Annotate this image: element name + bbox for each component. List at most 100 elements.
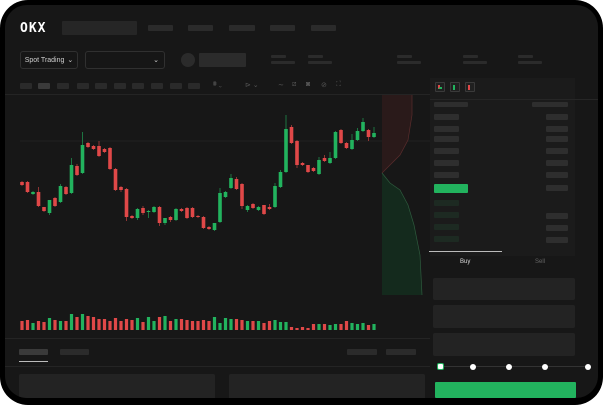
volume-bar	[212, 317, 217, 330]
nav-item[interactable]	[188, 25, 213, 31]
candle-body	[25, 182, 30, 192]
volume-bar	[229, 319, 233, 330]
indicator-icon[interactable]: ⩩ ⌄	[213, 81, 222, 88]
candle	[306, 165, 310, 173]
buy-button[interactable]	[435, 382, 576, 398]
candle	[229, 174, 233, 189]
candle	[284, 115, 288, 173]
slider-mark-50[interactable]	[506, 364, 512, 370]
orderbook-header-amount	[532, 102, 568, 107]
timeframe-button[interactable]	[57, 83, 69, 89]
volume-bar	[234, 319, 239, 330]
slider-mark-100[interactable]	[585, 364, 591, 370]
tab-sell[interactable]: Sell	[535, 259, 546, 265]
candle-body	[333, 132, 338, 158]
candle	[47, 200, 52, 215]
candle-body	[289, 127, 294, 143]
orderbook-asks-icon[interactable]	[465, 82, 475, 92]
volume-bar	[174, 319, 178, 330]
candle	[168, 216, 173, 222]
slider-mark-25[interactable]	[470, 364, 476, 370]
volume-bar	[322, 324, 327, 330]
candle	[179, 208, 184, 212]
nav-item[interactable]	[270, 25, 295, 31]
search-input[interactable]	[62, 21, 137, 35]
view-all-button[interactable]	[386, 349, 416, 355]
candle-body	[366, 130, 371, 137]
candle-body	[31, 192, 35, 194]
candle	[146, 210, 151, 218]
orderbook-both-icon[interactable]	[435, 82, 445, 92]
candle	[223, 191, 228, 198]
pair-dropdown[interactable]: ⌄	[85, 51, 165, 69]
candle	[273, 183, 277, 208]
timeframe-button[interactable]	[132, 83, 144, 89]
filter-button[interactable]	[347, 349, 377, 355]
nav-item[interactable]	[311, 25, 336, 31]
tab-order-history[interactable]	[60, 349, 89, 355]
slider-handle[interactable]	[437, 363, 444, 370]
price-input[interactable]	[433, 278, 575, 300]
candle	[163, 218, 167, 225]
line-icon[interactable]: ∼	[278, 82, 284, 89]
fullscreen-icon[interactable]: ⛶	[336, 81, 341, 88]
timeframe-button[interactable]	[170, 83, 182, 89]
total-input[interactable]	[433, 333, 575, 356]
volume-bar	[113, 318, 118, 330]
ruler-icon[interactable]: ⧄	[292, 81, 297, 88]
amount-slider[interactable]	[437, 363, 591, 370]
volume-bar	[245, 321, 250, 330]
candle-body	[179, 209, 184, 211]
candle	[300, 162, 305, 166]
bid-price	[434, 212, 459, 218]
candle-body	[196, 216, 200, 217]
candle	[141, 206, 145, 215]
last-price	[434, 184, 468, 193]
ask-price	[434, 172, 459, 178]
volume-bar	[333, 324, 338, 330]
camera-icon[interactable]: ◙	[306, 81, 311, 88]
bid-depth-line	[381, 172, 423, 295]
volume-bar	[86, 316, 90, 330]
timeframe-button[interactable]	[77, 83, 89, 89]
candlestick-chart[interactable]	[5, 95, 430, 335]
draw-icon[interactable]: ⊳ ⌄	[245, 82, 259, 89]
candle	[267, 204, 272, 210]
timeframe-button[interactable]	[95, 83, 107, 89]
candle-body	[207, 227, 211, 229]
amount-input[interactable]	[433, 305, 575, 328]
tab-open-orders[interactable]	[19, 349, 48, 355]
candle-body	[278, 172, 283, 187]
candle	[328, 152, 332, 164]
volume-bar	[201, 320, 206, 330]
candle	[196, 215, 200, 218]
timeframe-button[interactable]	[20, 83, 32, 89]
settings-icon[interactable]: ⊘	[321, 82, 327, 89]
volume-bar	[300, 327, 305, 330]
candle	[113, 168, 118, 191]
candle	[75, 164, 79, 176]
tab-buy[interactable]: Buy	[460, 259, 471, 265]
nav-item[interactable]	[229, 25, 255, 31]
candle-body	[361, 122, 365, 131]
timeframe-button[interactable]	[38, 83, 50, 89]
app-screen: OKX Spot Trading ⌄ ⌄ ⩩ ⌄ ⊳ ⌄ ∼ ⧄ ◙ ⊘ ⛶	[5, 5, 598, 398]
orderbook-header-price	[434, 102, 468, 107]
volume-bar	[190, 321, 195, 330]
timeframe-button[interactable]	[151, 83, 163, 89]
divider	[5, 94, 430, 95]
candle	[361, 118, 365, 132]
nav-item[interactable]	[148, 25, 173, 31]
candle-body	[69, 165, 74, 193]
volume-bar	[366, 325, 371, 330]
candle-body	[311, 168, 316, 171]
timeframe-button[interactable]	[114, 83, 126, 89]
orderbook-bids-icon[interactable]	[450, 82, 460, 92]
ask-amount	[546, 126, 568, 132]
slider-mark-75[interactable]	[542, 364, 548, 370]
volume-bar	[97, 319, 101, 330]
candle-body	[339, 130, 343, 143]
candle	[372, 127, 376, 138]
spot-trading-button[interactable]: Spot Trading ⌄	[20, 51, 78, 69]
timeframe-button[interactable]	[188, 83, 200, 89]
